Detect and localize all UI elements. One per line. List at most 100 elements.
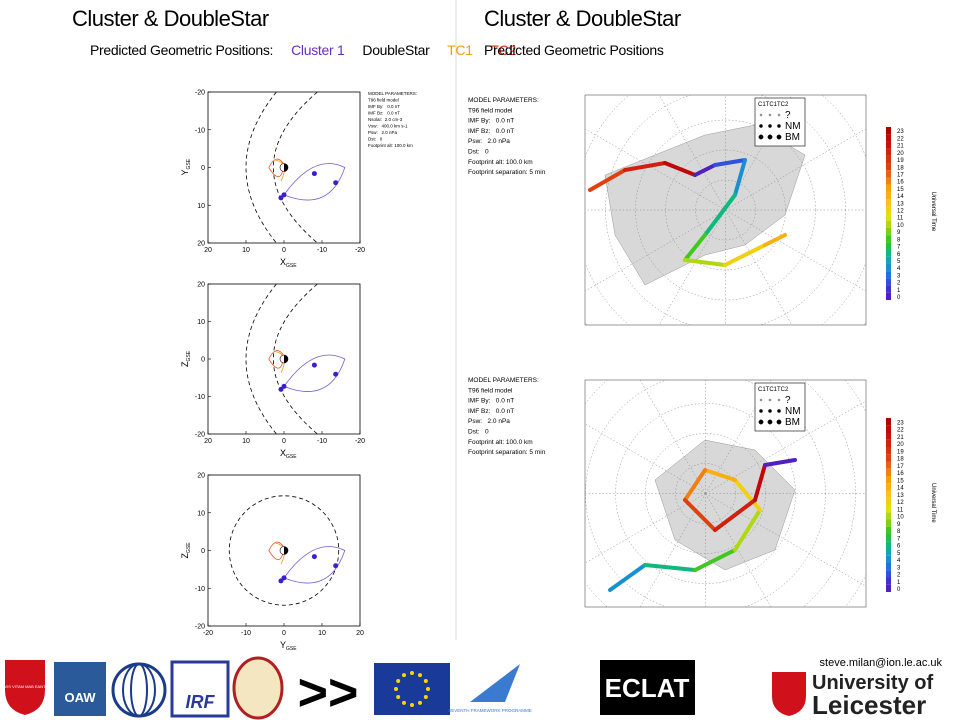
footprint-map: C1TC1TC2?NMBM012345678910111213141516171… [584,379,936,608]
legend-symbol [759,398,763,402]
model-parameter: IMF Bz: 0.0 nT [468,128,514,135]
legend-label: BM [785,417,800,428]
colorbar-tick-label: 16 [897,180,904,186]
legend-symbol [767,419,773,425]
colorbar-label: Universal Time [930,483,936,523]
colorbar-tick-label: 12 [897,500,904,506]
colorbar-tick-label: 3 [897,565,901,571]
colorbar-tick-label: 0 [897,587,901,593]
colorbar-tick-label: 8 [897,237,901,243]
model-parameter: IMF By: 0.0 nT [468,118,514,125]
footprint-track [683,498,717,532]
logo-text: Leicester [812,690,926,720]
footprint-map: C1TC1TC2?NMBM012345678910111213141516171… [584,94,936,326]
longitude-line [705,493,866,587]
label-sub: GSE [186,542,192,553]
colorbar-tick-label: 21 [897,144,904,150]
legend-symbol [777,113,781,117]
logo-text: IRF [186,692,216,712]
legend-symbol [759,113,763,117]
colorbar-tick-label: 20 [897,151,904,157]
spacecraft [311,171,317,177]
eu-star [402,673,406,678]
logos: VIS VITAM MAB EANT OAW IRF >> SEVENTH FRAMEW… [4,656,933,720]
colorbar-cell [886,534,891,542]
eu-star [396,695,401,699]
colorbar-cell [886,512,891,520]
x-tick-label: 10 [242,438,250,445]
colorbar-tick-label: 14 [897,194,904,200]
latitude-line [585,380,856,607]
subtitle-item: DoubleStar [362,42,430,58]
x-tick-label: -10 [241,630,251,637]
legend-symbol [759,409,763,413]
eu-star [418,700,422,705]
spacecraft [333,563,339,569]
colorbar-cell [886,206,891,214]
map-content [585,95,866,325]
legend-symbol [767,134,773,140]
subtitle-item: TC1 [447,42,473,58]
model-parameter: Footprint separation: 5 min [468,449,546,456]
subtitle-prefix: Predicted Geometric Positions: [90,42,273,58]
colorbar-cell [886,199,891,207]
latitude-line [695,179,756,241]
colorbar-tick-label: 10 [897,515,904,521]
spacecraft [311,362,317,368]
x-tick-label: 10 [318,630,326,637]
longitude-line [585,493,706,564]
colorbar-tick-label: 17 [897,464,904,470]
latitude-line [615,403,796,584]
colorbar-cell [886,505,891,513]
model-parameter: Dst: 0 [468,429,489,436]
logo-text: VIS VITAM MAB EANT [4,684,46,689]
model-parameter: T96 field model [368,98,399,103]
spacecraft [278,195,284,201]
colorbar-cell [886,490,891,498]
footprint-track [733,478,762,512]
colorbar-tick-label: 8 [897,529,901,535]
footprint-track [643,563,697,572]
longitude-line [658,209,726,325]
footprint-track [713,158,747,167]
model-parameter: MODEL PARAMETERS: [468,97,539,104]
y-tick-label: -10 [195,586,205,593]
colorbar-tick-label: 19 [897,449,904,455]
fp7-logo [470,664,520,702]
colorbar-tick-label: 21 [897,435,904,441]
spacecraft [333,371,339,377]
colorbar-tick-label: 13 [897,493,904,499]
x-tick-label: 10 [242,247,250,254]
orbit [283,546,346,584]
eu-star [423,679,428,683]
colorbar-cell [886,454,891,462]
model-parameter: Footprint alt: 100.0 km [468,159,533,166]
eu-star [426,687,430,691]
longitude-line [725,209,793,325]
model-parameter: IMF Bz: 0.0 nT [468,408,514,415]
label-sub: GSE [286,263,297,269]
x-tick-label: -20 [355,438,365,445]
footprint-track [763,458,797,467]
model-parameter: MODEL PARAMETERS: [368,91,417,96]
colorbar-tick-label: 1 [897,580,901,586]
label-sub: GSE [186,350,192,361]
spacecraft [278,578,284,584]
colorbar-cell [886,526,891,534]
footprint-track [683,233,707,262]
y-tick-label: -10 [195,127,205,134]
y-tick-label: 20 [197,241,205,248]
colorbar-cell [886,155,891,164]
colorbar-cell [886,127,891,135]
y-tick-label: 0 [201,357,205,364]
colorbar-cell [886,163,891,171]
spacecraft [311,554,317,560]
colorbar-tick-label: 9 [897,230,901,236]
colorbar-cell [886,148,891,156]
colorbar-cell [886,191,891,200]
colorbar-cell [886,170,891,178]
footprint-track [663,161,697,177]
colorbar-tick-label: 20 [897,442,904,448]
model-parameter: Psw: 2.0 nPa [468,138,510,145]
